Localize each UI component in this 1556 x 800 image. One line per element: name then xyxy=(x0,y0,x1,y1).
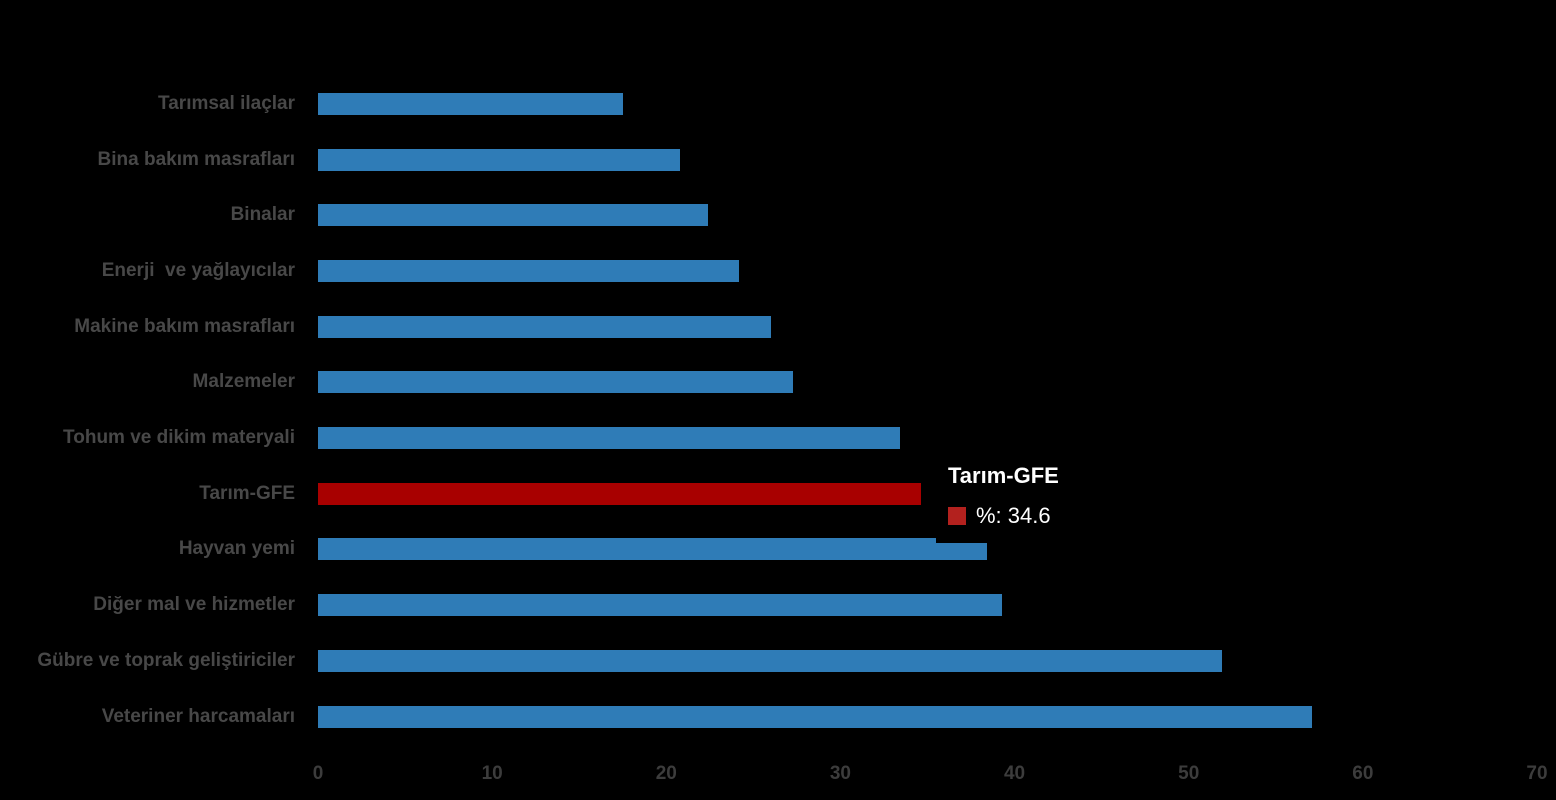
category-label: Gübre ve toprak geliştiriciler xyxy=(37,649,295,671)
bar[interactable] xyxy=(318,315,771,338)
bar[interactable] xyxy=(318,594,1003,617)
bar-highlighted[interactable] xyxy=(318,482,921,505)
x-axis-tick-label: 20 xyxy=(655,763,677,784)
bar[interactable] xyxy=(318,371,794,394)
bar[interactable] xyxy=(318,92,623,115)
tooltip-title: Tarım-GFE xyxy=(948,463,1059,488)
tooltip: Tarım-GFE %: 34.6 xyxy=(936,456,1168,543)
bar[interactable] xyxy=(318,204,709,227)
tooltip-value-row: %: 34.6 xyxy=(948,503,1168,529)
x-axis-tick-label: 10 xyxy=(481,763,503,784)
category-label: Malzemeler xyxy=(192,371,295,393)
bar[interactable] xyxy=(318,427,900,450)
category-label: Bina bakım masrafları xyxy=(97,148,295,170)
category-label: Tarım-GFE xyxy=(199,482,295,504)
category-label: Diğer mal ve hizmetler xyxy=(93,594,295,616)
category-label: Binalar xyxy=(230,204,295,226)
x-axis-tick-label: 70 xyxy=(1526,763,1548,784)
series-color-swatch-icon xyxy=(948,507,966,525)
category-label: Veteriner harcamaları xyxy=(101,705,295,727)
category-label: Makine bakım masrafları xyxy=(74,315,295,337)
bar[interactable] xyxy=(318,649,1222,672)
x-axis-tick-label: 60 xyxy=(1352,763,1374,784)
bar[interactable] xyxy=(318,538,987,561)
x-axis-tick-label: 40 xyxy=(1003,763,1026,784)
tooltip-value: %: 34.6 xyxy=(976,503,1051,528)
category-label: Tarımsal ilaçlar xyxy=(158,92,295,114)
bar[interactable] xyxy=(318,705,1313,728)
x-axis-tick-label: 30 xyxy=(829,763,851,784)
category-label: Tohum ve dikim materyali xyxy=(63,427,295,449)
bar[interactable] xyxy=(318,148,681,171)
category-label: Enerji ve yağlayıcılar xyxy=(101,259,295,281)
x-axis-tick-label: 50 xyxy=(1178,763,1200,784)
category-label: Hayvan yemi xyxy=(178,538,295,560)
bar[interactable] xyxy=(318,259,740,282)
x-axis-tick-label: 0 xyxy=(312,763,324,784)
